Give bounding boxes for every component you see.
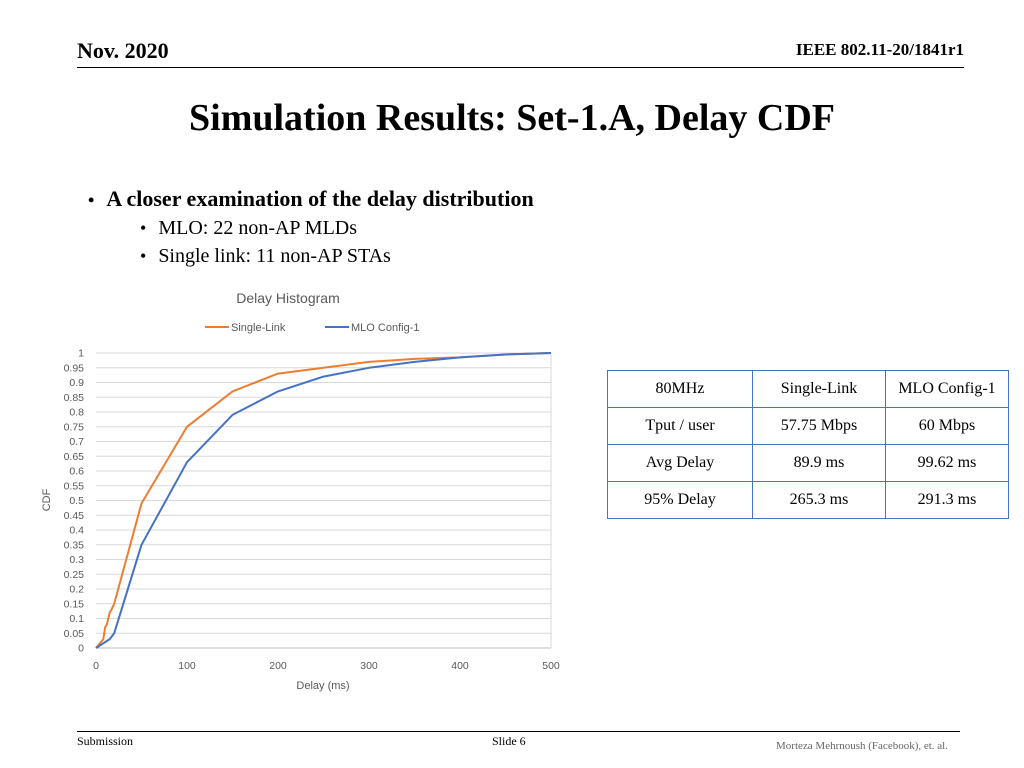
x-tick-label: 500 <box>542 660 560 672</box>
table-cell: 265.3 ms <box>752 481 886 519</box>
bullet-list: • A closer examination of the delay dist… <box>88 186 534 268</box>
y-tick-label: 0.45 <box>64 510 85 522</box>
table-row: 95% Delay 265.3 ms 291.3 ms <box>607 481 1009 519</box>
bullet-sub-mlo: • MLO: 22 non-AP MLDs <box>140 217 534 240</box>
bullet-dot-icon: • <box>140 218 147 238</box>
legend-label: Single-Link <box>231 322 286 334</box>
header-divider <box>77 67 964 68</box>
y-tick-label: 0.5 <box>69 495 84 507</box>
y-tick-label: 0.3 <box>69 554 84 566</box>
footer-submission: Submission <box>77 734 134 748</box>
header-date: Nov. 2020 <box>77 38 169 63</box>
series-line-mlo-config-1 <box>95 352 552 649</box>
chart-legend: Single-Link MLO Config-1 <box>205 322 419 334</box>
bullet-sub-text: MLO: 22 non-AP MLDs <box>158 217 358 239</box>
x-tick-label: 200 <box>269 660 287 672</box>
y-tick-label: 0.85 <box>64 392 85 404</box>
delay-cdf-chart: Delay Histogram Single-Link MLO Config-1 … <box>41 290 560 692</box>
table-cell: Avg Delay <box>607 444 753 482</box>
header-doc-id: IEEE 802.11-20/1841r1 <box>795 40 964 59</box>
table-cell: Tput / user <box>607 407 753 445</box>
y-tick-label: 0.1 <box>69 613 84 625</box>
y-axis-label: CDF <box>41 488 53 511</box>
table-header-cell: Single-Link <box>752 370 886 408</box>
y-tick-label: 0.2 <box>69 584 84 596</box>
y-tick-label: 0.95 <box>64 362 85 374</box>
series-line-single-link <box>95 352 552 649</box>
table-row: Avg Delay 89.9 ms 99.62 ms <box>607 444 1009 482</box>
footer-slide-number: Slide 6 <box>492 734 526 748</box>
table-cell: 291.3 ms <box>885 481 1009 519</box>
y-tick-label: 0 <box>78 643 84 655</box>
results-table: 80MHz Single-Link MLO Config-1 Tput / us… <box>607 370 1009 519</box>
table-cell: 95% Delay <box>607 481 753 519</box>
y-tick-label: 0.9 <box>69 377 84 389</box>
bullet-sub-single-link: • Single link: 11 non-AP STAs <box>140 245 534 268</box>
footer-divider <box>77 731 960 732</box>
table-cell: 89.9 ms <box>752 444 886 482</box>
x-axis-label: Delay (ms) <box>296 680 349 692</box>
y-tick-label: 0.7 <box>69 436 84 448</box>
y-tick-label: 0.05 <box>64 628 85 640</box>
y-tick-label: 0.65 <box>64 451 85 463</box>
y-tick-label: 0.4 <box>69 525 84 537</box>
y-tick-label: 0.35 <box>64 539 85 551</box>
y-tick-label: 0.8 <box>69 407 84 419</box>
x-axis-ticks: 0 100 200 300 400 500 <box>93 660 560 672</box>
chart-grid <box>96 352 552 649</box>
table-cell: 60 Mbps <box>885 407 1009 445</box>
table-row: Tput / user 57.75 Mbps 60 Mbps <box>607 407 1009 445</box>
x-tick-label: 300 <box>360 660 378 672</box>
x-tick-label: 0 <box>93 660 99 672</box>
table-header-cell: MLO Config-1 <box>885 370 1009 408</box>
table-header-cell: 80MHz <box>607 370 753 408</box>
y-tick-label: 0.55 <box>64 480 85 492</box>
table-cell: 99.62 ms <box>885 444 1009 482</box>
y-tick-label: 0.6 <box>69 466 84 478</box>
chart-series <box>95 352 552 649</box>
legend-label: MLO Config-1 <box>351 322 419 334</box>
table-cell: 57.75 Mbps <box>752 407 886 445</box>
slide-title: Simulation Results: Set-1.A, Delay CDF <box>189 97 835 139</box>
y-tick-label: 0.15 <box>64 598 85 610</box>
bullet-sub-text: Single link: 11 non-AP STAs <box>158 245 391 267</box>
bullet-dot-icon: • <box>88 190 95 210</box>
x-tick-label: 100 <box>178 660 196 672</box>
footer-author: Morteza Mehrnoush (Facebook), et. al. <box>776 740 948 752</box>
bullet-main: • A closer examination of the delay dist… <box>88 186 534 212</box>
bullet-main-text: A closer examination of the delay distri… <box>106 186 534 211</box>
y-axis-ticks: 0 0.05 0.1 0.15 0.2 0.25 0.3 0.35 0.4 0.45 0.5 0.55… <box>64 348 85 655</box>
y-tick-label: 1 <box>78 348 84 360</box>
x-tick-label: 400 <box>451 660 469 672</box>
y-tick-label: 0.25 <box>64 569 85 581</box>
y-tick-label: 0.75 <box>64 421 85 433</box>
chart-title: Delay Histogram <box>236 290 339 306</box>
bullet-dot-icon: • <box>140 246 147 266</box>
table-header-row: 80MHz Single-Link MLO Config-1 <box>607 370 1009 408</box>
